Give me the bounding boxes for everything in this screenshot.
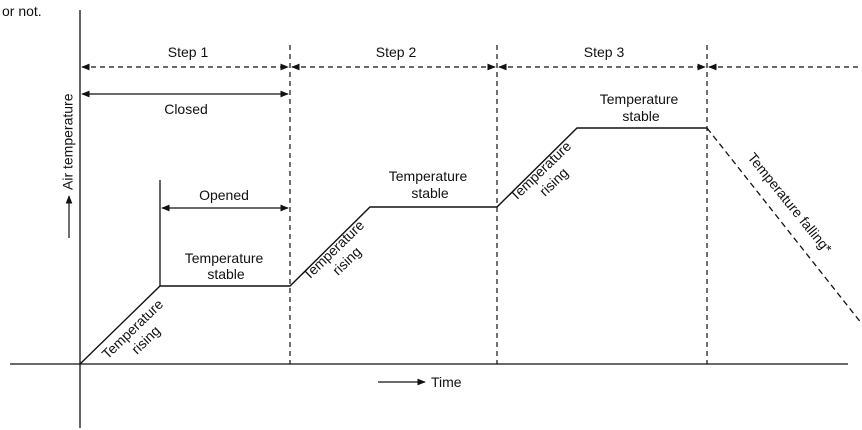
rising-label-2: Temperature rising (300, 214, 382, 295)
rising-label-3: Temperature rising (507, 135, 589, 216)
stable-label-1-line-1: Temperature (185, 250, 264, 266)
intro-text-fragment: or not. (2, 3, 42, 19)
temperature-profile-line (79, 127, 707, 365)
step-2-label: Step 2 (376, 44, 417, 60)
opened-label: Opened (199, 187, 249, 203)
closed-label: Closed (164, 101, 208, 117)
temperature-falling-line (706, 127, 862, 325)
step-3-label: Step 3 (584, 44, 625, 60)
stable-label-2-line-1: Temperature (389, 168, 468, 184)
step-1-label: Step 1 (168, 44, 209, 60)
stable-label-2: Temperature stable (389, 168, 471, 201)
stable-label-3-line-1: Temperature (600, 91, 679, 107)
stable-label-3: Temperature stable (600, 91, 682, 124)
falling-label: Temperature falling* (744, 149, 835, 256)
stable-label-1: Temperature stable (185, 250, 267, 282)
step-dividers (289, 45, 708, 364)
y-axis-label: Air temperature (60, 93, 76, 190)
stable-label-3-line-2: stable (622, 108, 660, 124)
stable-label-1-line-2: stable (207, 266, 245, 282)
stable-label-2-line-2: stable (411, 185, 449, 201)
x-axis-label: Time (431, 374, 462, 390)
